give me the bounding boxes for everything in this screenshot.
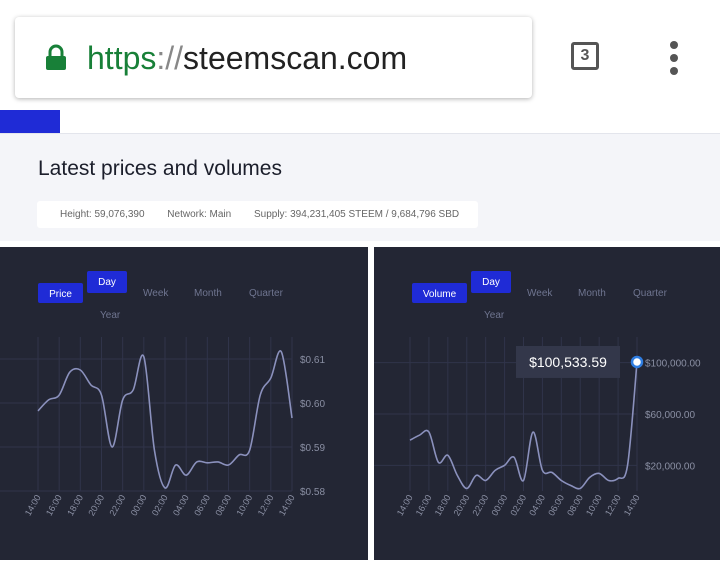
- y-tick-label: $60,000.00: [645, 410, 695, 421]
- range-button-active[interactable]: [87, 271, 127, 293]
- logo-block[interactable]: [0, 110, 60, 133]
- range-button[interactable]: Quarter: [633, 288, 668, 299]
- tooltip-box: [516, 345, 620, 378]
- stat-height: Height: 59,076,390: [60, 209, 145, 220]
- y-tick-label: $20,000.00: [645, 461, 695, 472]
- url-box[interactable]: https://steemscan.com: [15, 17, 532, 98]
- url: https://steemscan.com: [87, 40, 407, 77]
- y-tick-label: $100,000.00: [645, 359, 701, 370]
- metric-button[interactable]: [412, 283, 467, 303]
- volume-chart: Volume Day Week Month Quarter Year $20,000.00 $…: [374, 247, 720, 560]
- y-tick-label: $0.60: [300, 399, 325, 410]
- range-button-active[interactable]: [471, 271, 511, 293]
- range-button[interactable]: Year: [100, 310, 121, 321]
- url-separator: ://: [156, 40, 184, 76]
- range-button[interactable]: Week: [143, 288, 169, 299]
- range-button[interactable]: Year: [484, 310, 505, 321]
- y-tick-label: $0.61: [300, 355, 325, 366]
- metric-button-label[interactable]: Price: [49, 289, 72, 300]
- menu-icon[interactable]: [666, 40, 682, 76]
- tooltip: $100,533.59: [529, 354, 607, 370]
- stats-bar: Height: 59,076,390 Network: Main Supply:…: [37, 201, 478, 228]
- hover-point: [630, 355, 644, 369]
- tab-count[interactable]: 3: [571, 42, 599, 70]
- price-chart: Price Day Week Month Quarter Year $0.58 $0.59 $0…: [0, 247, 368, 560]
- section-title: Latest prices and volumes: [38, 157, 282, 180]
- range-button[interactable]: Day: [482, 277, 500, 288]
- line: [409, 361, 638, 490]
- range-button[interactable]: Month: [194, 288, 222, 299]
- stat-network: Network: Main: [167, 209, 232, 220]
- url-scheme: https: [87, 40, 157, 76]
- metric-button[interactable]: [38, 283, 83, 303]
- y-tick-label: $0.59: [300, 443, 325, 454]
- stat-supply: Supply: 394,231,405 STEEM / 9,684,796 SB…: [253, 209, 460, 220]
- range-button[interactable]: Week: [527, 288, 553, 299]
- range-button[interactable]: Quarter: [249, 288, 284, 299]
- range-button[interactable]: Month: [578, 288, 606, 299]
- y-tick-label: $0.58: [300, 487, 325, 498]
- range-button[interactable]: Day: [98, 277, 116, 288]
- url-host: steemscan.com: [183, 40, 408, 76]
- line: [37, 350, 293, 489]
- nav-strip: [0, 110, 720, 134]
- lock-icon: [46, 44, 66, 70]
- metric-button-label[interactable]: Volume: [423, 289, 457, 300]
